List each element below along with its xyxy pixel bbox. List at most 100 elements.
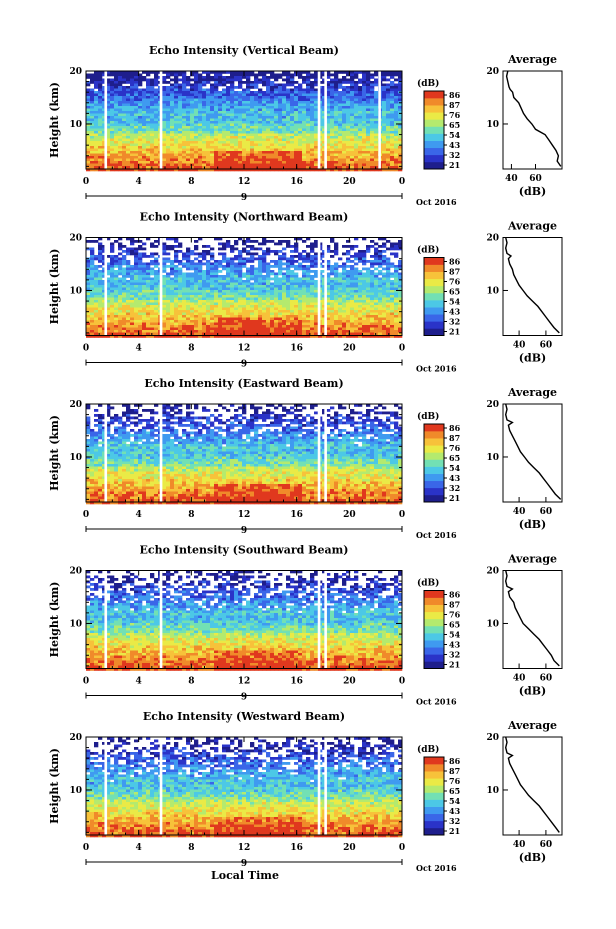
colorbar-band (424, 661, 444, 669)
colorbar-band (424, 604, 444, 613)
heatmap-cells (86, 570, 403, 671)
data-gap (324, 570, 327, 669)
heatmap-cells (86, 737, 403, 838)
colorbar-tick-label: 76 (449, 776, 461, 786)
colorbar-unit: (dB) (417, 411, 439, 422)
x-tick-label: 16 (290, 177, 303, 187)
y-tick-label: 10 (69, 453, 82, 463)
data-gap (104, 737, 108, 835)
x-tick-label: 0 (399, 344, 405, 354)
date-label: Oct 2016 (416, 530, 457, 540)
average-title: Average (507, 220, 557, 233)
colorbar-frame (423, 590, 445, 669)
colorbar-band (424, 438, 444, 446)
colorbar-frame (423, 756, 445, 836)
average-profile-line (504, 736, 560, 833)
data-gap (159, 737, 163, 835)
x-tick-label: 4 (136, 843, 142, 853)
data-gap (324, 404, 327, 502)
colorbar-band (424, 473, 444, 482)
average-profile-line (504, 403, 562, 500)
colorbar-tick-label: 54 (449, 297, 461, 307)
date-label: Oct 2016 (416, 863, 457, 873)
x-tick-label: 12 (238, 843, 251, 853)
x-tick-label: 20 (343, 677, 356, 687)
average-y-tick-label: 10 (486, 786, 499, 796)
colorbar-tick-label: 65 (449, 620, 460, 630)
data-gap (104, 71, 108, 169)
date-label: Oct 2016 (416, 697, 457, 707)
panel-title: Echo Intensity (Southward Beam) (140, 544, 349, 557)
x-tick-label: 0 (399, 510, 405, 520)
colorbar-band (424, 91, 444, 99)
colorbar-band (424, 654, 444, 662)
colorbar-band (424, 466, 444, 474)
data-gap (317, 237, 321, 336)
heatmap-cells (86, 71, 403, 172)
colorbar-tick-label: 86 (449, 423, 461, 433)
average-frame (502, 736, 563, 836)
average-frame (502, 403, 563, 503)
colorbar-unit: (dB) (417, 578, 439, 589)
x-tick-label: 4 (136, 344, 142, 354)
colorbar-band (424, 140, 444, 149)
data-gap (159, 570, 163, 669)
x-tick-label: 0 (399, 677, 405, 687)
colorbar-band (424, 321, 444, 329)
colorbar-tick-label: 86 (449, 590, 461, 600)
colorbar-tick-label: 54 (449, 630, 461, 640)
colorbar-band (424, 633, 444, 641)
x-tick-label: 16 (290, 843, 303, 853)
colorbar-frame (423, 257, 445, 336)
colorbar-band (424, 112, 444, 120)
colorbar-band (424, 307, 444, 315)
average-x-tick-label: 40 (513, 507, 526, 517)
panel-0: Echo Intensity (Vertical Beam) 20 10 Height… (48, 44, 563, 207)
data-gap (317, 737, 321, 835)
x-tick-label: 16 (290, 344, 303, 354)
y-tick-label: 10 (69, 120, 82, 130)
colorbar-tick-label: 87 (449, 267, 460, 277)
average-x-tick-label: 60 (540, 341, 553, 351)
average-y-tick-label: 20 (486, 567, 499, 577)
colorbar-unit: (dB) (417, 245, 439, 256)
colorbar-tick-label: 86 (449, 257, 461, 267)
colorbar-band (424, 285, 444, 294)
colorbar-band (424, 271, 444, 280)
x-tick-label: 0 (83, 677, 89, 687)
panel-title: Echo Intensity (Eastward Beam) (144, 377, 343, 390)
colorbar-tick-label: 76 (449, 443, 461, 453)
colorbar-unit: (dB) (417, 78, 439, 89)
average-x-tick-label: 40 (505, 174, 518, 184)
y-axis-label: Height (km) (48, 82, 61, 158)
x-tick-label: 16 (290, 510, 303, 520)
colorbar-band (424, 647, 444, 655)
colorbar-tick-label: 43 (449, 140, 461, 150)
colorbar-tick-label: 21 (449, 826, 460, 836)
data-gap (159, 404, 163, 502)
colorbar-tick-label: 54 (449, 796, 461, 806)
x-tick-label: 4 (136, 677, 142, 687)
average-x-label: (dB) (519, 851, 546, 864)
average-x-label: (dB) (519, 518, 546, 531)
y-tick-label: 20 (69, 400, 82, 410)
colorbar-band (424, 431, 444, 439)
panel-title: Echo Intensity (Vertical Beam) (149, 44, 339, 57)
colorbar-band (424, 771, 444, 779)
x-tick-label: 12 (238, 177, 251, 187)
colorbar-band (424, 105, 444, 113)
average-title: Average (507, 719, 557, 732)
data-gap (104, 237, 108, 336)
colorbar-tick-label: 21 (449, 160, 460, 170)
colorbar-band (424, 147, 444, 156)
colorbar-band (424, 813, 444, 822)
colorbar-band (424, 590, 444, 598)
average-title: Average (507, 553, 557, 566)
x-tick-label: 8 (188, 510, 194, 520)
colorbar-tick-label: 87 (449, 600, 460, 610)
average-x-tick-label: 60 (540, 674, 553, 684)
average-x-tick-label: 60 (540, 840, 553, 850)
average-x-tick-label: 40 (513, 341, 526, 351)
colorbar-tick-label: 87 (449, 433, 460, 443)
